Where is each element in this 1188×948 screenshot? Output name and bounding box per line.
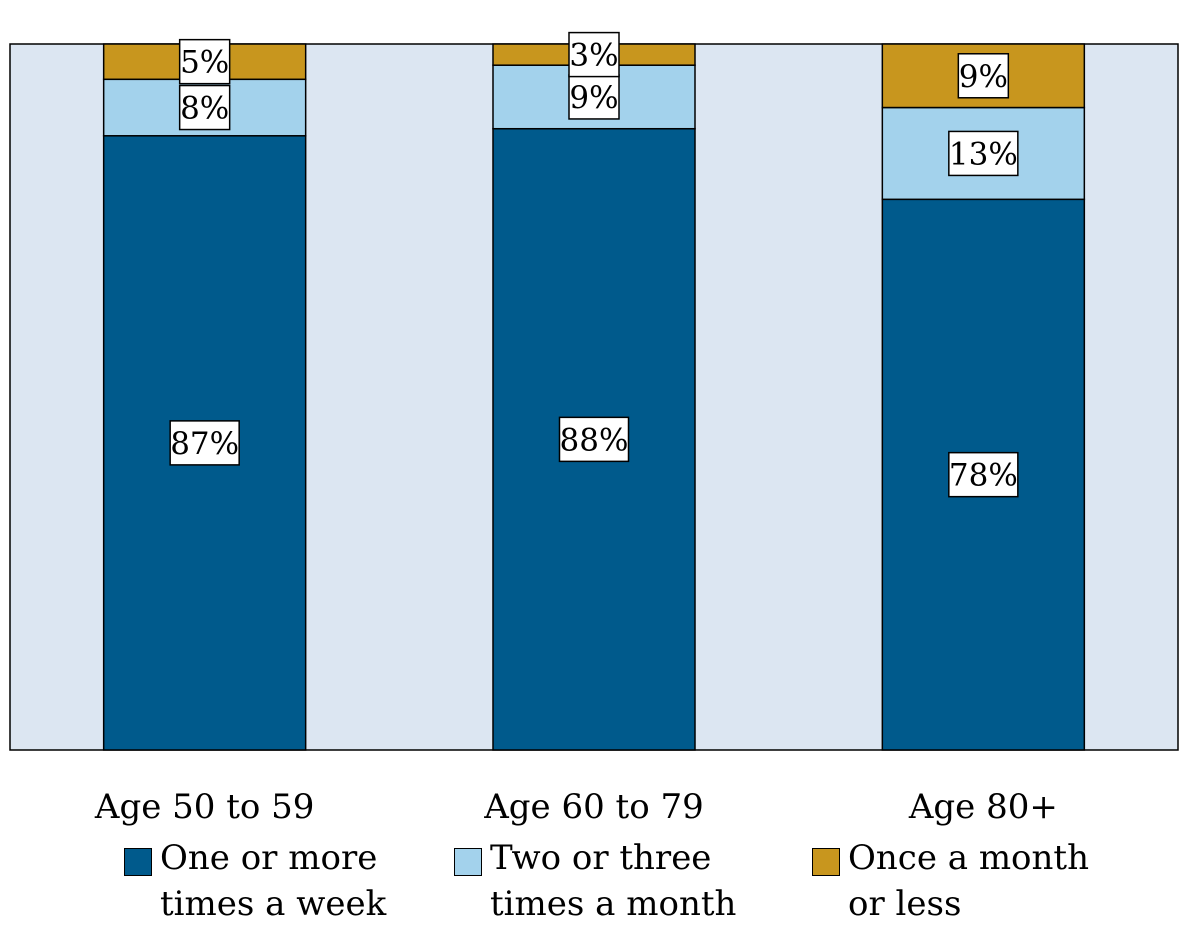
data-label-s0-c2: 78% <box>949 458 1018 494</box>
data-label-s0-c0: 87% <box>170 426 239 462</box>
data-label-s1-c0: 8% <box>180 91 229 127</box>
data-label-box-s0-c0 <box>169 420 240 466</box>
data-label-box-s1-c2 <box>948 130 1019 177</box>
bars-group <box>102 43 1086 751</box>
data-label-s1-c2: 13% <box>949 136 1018 172</box>
data-label-s2-c2: 9% <box>959 59 1008 95</box>
legend: One or more times a week Two or three ti… <box>124 835 1164 948</box>
data-label-box-s0-c2 <box>948 451 1019 498</box>
data-labels-group: 87% 8% 5% 88% 9% 3% 78% 13% 9% <box>169 31 1019 498</box>
data-label-box-s2-c2 <box>957 53 1010 99</box>
data-label-s1-c1: 9% <box>569 80 618 116</box>
data-label-box-s0-c1 <box>558 416 630 463</box>
data-label-box-s1-c1 <box>568 74 620 120</box>
data-label-s0-c1: 88% <box>560 422 629 458</box>
data-label-box-s2-c1 <box>568 31 620 78</box>
data-label-s2-c1: 3% <box>569 38 618 74</box>
legend-swatch-monthly <box>812 848 840 876</box>
legend-label-weekly-line2: times a week <box>160 884 387 924</box>
data-label-box-s1-c0 <box>178 84 231 131</box>
category-axis: Age 50 to 59 Age 60 to 79 Age 80+ <box>94 787 1058 827</box>
data-label-box-s2-c0 <box>178 38 231 85</box>
category-label-2: Age 80+ <box>908 787 1058 827</box>
data-label-s2-c0: 5% <box>180 45 229 81</box>
legend-label-two-three-line1: Two or three <box>490 838 712 878</box>
category-label-1: Age 60 to 79 <box>483 787 704 827</box>
category-label-0: Age 50 to 59 <box>94 787 315 827</box>
stacked-bar-chart: 87% 8% 5% 88% 9% 3% 78% 13% 9% Age 50 to 59 Age 6… <box>9 31 1179 827</box>
legend-label-monthly-line1: Once a month <box>848 838 1089 878</box>
legend-swatch-two-three <box>454 848 482 876</box>
legend-label-two-three-line2: times a month <box>490 884 737 924</box>
legend-label-weekly-line1: One or more <box>160 838 378 878</box>
legend-label-monthly-line2: or less <box>848 884 962 924</box>
legend-swatch-weekly <box>124 848 152 876</box>
